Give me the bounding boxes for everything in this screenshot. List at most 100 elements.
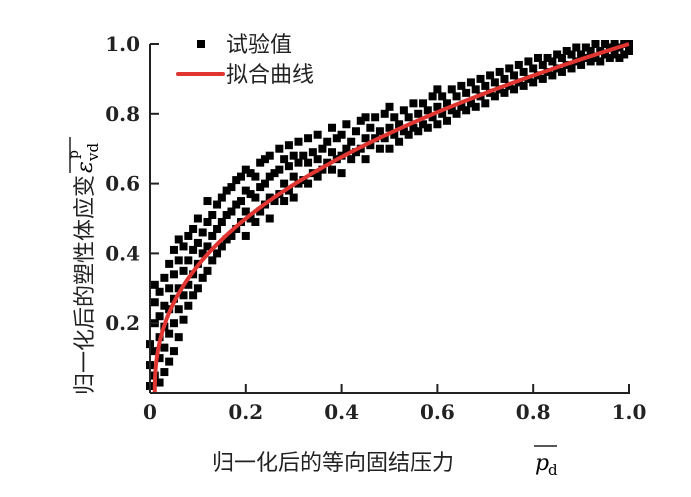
data-point bbox=[385, 144, 394, 153]
data-point bbox=[399, 127, 408, 136]
data-point bbox=[328, 148, 337, 157]
data-point bbox=[361, 113, 370, 122]
data-point bbox=[557, 67, 566, 76]
data-point bbox=[289, 151, 298, 160]
data-point bbox=[347, 137, 356, 146]
data-point bbox=[222, 235, 231, 244]
data-point bbox=[246, 214, 255, 223]
data-point bbox=[299, 151, 308, 160]
data-point bbox=[155, 354, 164, 363]
data-point bbox=[284, 186, 293, 195]
data-point bbox=[174, 305, 183, 314]
data-point bbox=[169, 347, 178, 356]
data-point bbox=[543, 53, 552, 62]
data-point bbox=[462, 88, 471, 97]
data-point bbox=[505, 64, 514, 73]
data-point bbox=[150, 347, 159, 356]
data-point bbox=[457, 81, 466, 90]
data-point bbox=[462, 106, 471, 115]
data-point bbox=[529, 78, 538, 87]
data-point bbox=[356, 116, 365, 125]
data-point bbox=[390, 130, 399, 139]
data-point bbox=[265, 193, 274, 202]
data-point bbox=[385, 102, 394, 111]
data-point bbox=[419, 99, 428, 108]
data-point bbox=[184, 256, 193, 265]
data-point bbox=[519, 67, 528, 76]
data-point bbox=[395, 120, 404, 129]
data-point bbox=[423, 106, 432, 115]
data-point bbox=[294, 137, 303, 146]
data-point bbox=[217, 193, 226, 202]
data-point bbox=[165, 329, 174, 338]
data-point bbox=[409, 123, 418, 132]
x-axis-label-symbol: p bbox=[535, 451, 549, 476]
data-point bbox=[227, 231, 236, 240]
data-point bbox=[428, 113, 437, 122]
x-tick-label: 0 bbox=[143, 400, 157, 424]
x-axis-label-text: 归一化后的等向固结压力 bbox=[212, 451, 454, 476]
data-point bbox=[160, 368, 169, 377]
data-point bbox=[605, 43, 614, 52]
data-point bbox=[280, 197, 289, 206]
legend: 试验值 拟合曲线 bbox=[176, 33, 314, 88]
data-point bbox=[179, 266, 188, 275]
data-point bbox=[237, 197, 246, 206]
data-point bbox=[404, 130, 413, 139]
data-point bbox=[169, 270, 178, 279]
y-axis-label-symbol: ε bbox=[73, 161, 98, 173]
data-point bbox=[237, 172, 246, 181]
data-point bbox=[490, 78, 499, 87]
data-point bbox=[610, 50, 619, 59]
data-point bbox=[385, 123, 394, 132]
data-point bbox=[280, 155, 289, 164]
data-point bbox=[179, 291, 188, 300]
data-point bbox=[567, 64, 576, 73]
data-point bbox=[423, 123, 432, 132]
data-point bbox=[155, 287, 164, 296]
data-point bbox=[328, 165, 337, 174]
data-point bbox=[447, 106, 456, 115]
x-axis-label: 归一化后的等向固结压力 p d bbox=[212, 445, 558, 479]
data-point bbox=[471, 102, 480, 111]
data-point bbox=[241, 207, 250, 216]
data-point bbox=[490, 92, 499, 101]
x-tick-label: 0.6 bbox=[420, 400, 455, 424]
data-point bbox=[203, 242, 212, 251]
data-point bbox=[361, 155, 370, 164]
y-axis-label-subscript: vd bbox=[84, 143, 102, 162]
data-point bbox=[256, 207, 265, 216]
data-point bbox=[323, 137, 332, 146]
data-point bbox=[313, 130, 322, 139]
data-point bbox=[304, 158, 313, 167]
data-point bbox=[625, 46, 633, 55]
data-point bbox=[169, 319, 178, 328]
x-tick-label: 1.0 bbox=[612, 400, 647, 424]
data-point bbox=[562, 46, 571, 55]
data-point bbox=[342, 144, 351, 153]
data-point bbox=[275, 165, 284, 174]
data-point bbox=[452, 92, 461, 101]
data-point bbox=[203, 217, 212, 226]
scatter-series bbox=[146, 40, 633, 391]
data-point bbox=[184, 231, 193, 240]
data-point bbox=[265, 172, 274, 181]
data-point bbox=[318, 144, 327, 153]
data-point bbox=[222, 186, 231, 195]
data-point bbox=[193, 214, 202, 223]
x-tick-label: 0.8 bbox=[516, 400, 551, 424]
data-point bbox=[294, 158, 303, 167]
data-point bbox=[284, 162, 293, 171]
data-point bbox=[347, 155, 356, 164]
data-point bbox=[409, 99, 418, 108]
data-point bbox=[414, 127, 423, 136]
data-point bbox=[380, 134, 389, 143]
data-point bbox=[514, 60, 523, 69]
data-point bbox=[601, 50, 610, 59]
data-point bbox=[548, 71, 557, 80]
data-point bbox=[442, 99, 451, 108]
x-axis-label-subscript: d bbox=[548, 461, 558, 479]
data-point bbox=[366, 123, 375, 132]
y-tick-label: 0.2 bbox=[105, 311, 140, 335]
